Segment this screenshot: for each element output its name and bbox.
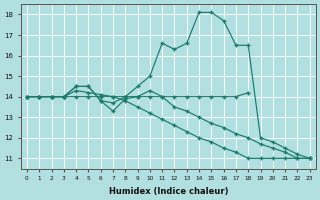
X-axis label: Humidex (Indice chaleur): Humidex (Indice chaleur) (108, 187, 228, 196)
